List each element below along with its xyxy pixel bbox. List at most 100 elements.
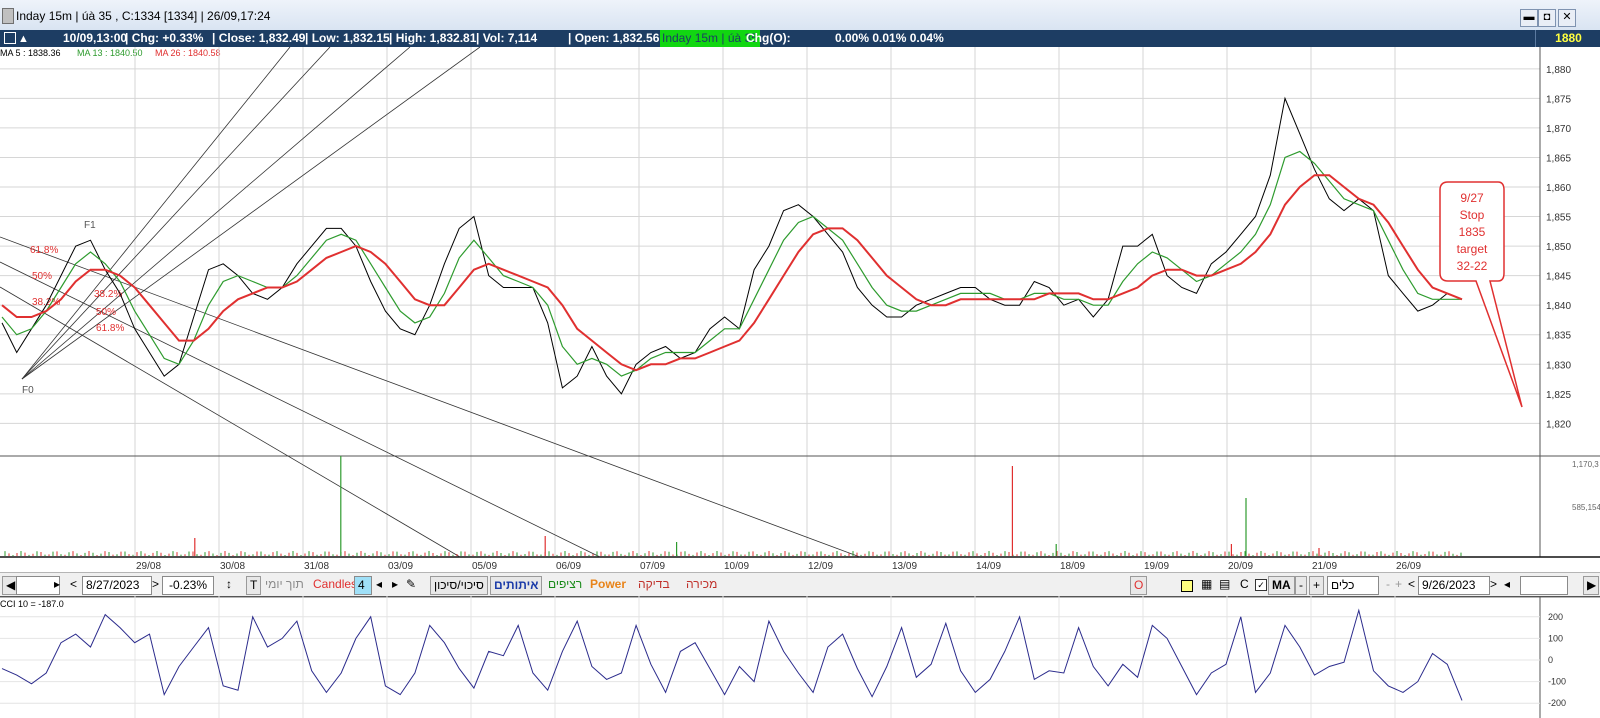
tools-select[interactable]: כלים [1327, 576, 1379, 595]
x-tick-label: 03/09 [388, 561, 413, 572]
quote-info-bar: ▲ 10/09,13:00 | Chg: +0.33% | Close: 1,8… [0, 30, 1600, 47]
y-tick-label: 1,875 [1546, 94, 1571, 105]
y-tick-label: 1,825 [1546, 390, 1571, 401]
scroll-left-icon[interactable]: ◀ [2, 576, 18, 595]
intraday-label[interactable]: תוך יומי [265, 577, 304, 591]
note-line-1: 9/27 [1460, 191, 1484, 205]
info-chg: | Chg: +0.33% [125, 31, 204, 45]
callout-shape [1439, 181, 1523, 408]
last-price: 1880 [1535, 30, 1600, 47]
cci-chart[interactable]: 200 100 0 -100 -200 [0, 596, 1600, 718]
close-button[interactable]: ✕ [1558, 9, 1576, 27]
fib-label: F1 [84, 220, 96, 231]
o-button[interactable]: O [1130, 576, 1148, 595]
signals-button[interactable]: איתותים [490, 576, 543, 595]
note-line-3: 1835 [1459, 225, 1486, 239]
end-date-field[interactable]: 9/26/2023 [1418, 576, 1490, 595]
window-title: Inday 15m | úà 35 , C:1334 [1334] | 26/0… [16, 9, 271, 23]
warning-icon[interactable]: ▲ [18, 33, 29, 45]
end-next-icon[interactable]: > [1490, 577, 1498, 591]
grid-icon[interactable]: ▦ [1201, 577, 1213, 591]
series-line-ma13 [1, 150, 1462, 377]
note-line-4: target [1457, 242, 1488, 256]
fan-line [21, 47, 331, 380]
fib-label: 61.8% [96, 323, 124, 334]
fan-line [21, 47, 291, 380]
minimize-button[interactable]: ▬ [1520, 9, 1538, 27]
channel-line [0, 286, 461, 558]
y-tick-label: 1,820 [1546, 419, 1571, 430]
x-tick-label: 20/09 [1228, 561, 1253, 572]
c-button[interactable]: C [1240, 577, 1249, 591]
y-tick-label: 1,830 [1546, 360, 1571, 371]
pct-field[interactable]: -0.23% [162, 576, 214, 595]
end-scroll-box[interactable] [1520, 576, 1568, 595]
ma-button[interactable]: MA [1268, 576, 1295, 595]
fib-label: 61.8% [30, 245, 58, 256]
zoom-out-button[interactable]: - [1295, 576, 1307, 595]
fan-line [21, 47, 481, 380]
info-chgo: Chg(O): [746, 31, 791, 45]
zoom-out-grey-icon[interactable]: - [1386, 577, 1390, 591]
fibonacci-fan [0, 47, 861, 558]
risk-reward-button[interactable]: סיכוי/סיכון [430, 576, 488, 595]
end-prev-icon[interactable]: < [1408, 577, 1416, 591]
x-tick-label: 12/09 [808, 561, 833, 572]
x-tick-label: 31/08 [304, 561, 329, 572]
prev-date-icon[interactable]: < [70, 577, 78, 591]
streaks-button[interactable]: רציפים [548, 577, 583, 591]
zoom-in-grey-icon[interactable]: + [1395, 577, 1403, 591]
info-low: | Low: 1,832.15 [305, 31, 390, 45]
fib-label: 38.2% [32, 297, 60, 308]
symbol-badge: Inday 15m | úà 35 [660, 30, 760, 47]
x-tick-label: 13/09 [892, 561, 917, 572]
y-tick-label: 1,845 [1546, 272, 1571, 283]
x-tick-label: 18/09 [1060, 561, 1085, 572]
x-tick-label: 14/09 [976, 561, 1001, 572]
x-tick-label: 21/09 [1312, 561, 1337, 572]
x-tick-label: 30/08 [220, 561, 245, 572]
cci-tick-label: -200 [1548, 698, 1566, 708]
price-chart[interactable]: 1,880 1,875 1,870 1,865 1,860 1,855 1,850 1,845… [0, 47, 1600, 572]
fan-line [21, 47, 411, 380]
check-button[interactable]: בדיקה [638, 577, 670, 591]
fib-label: F0 [22, 385, 34, 396]
cci-tick-label: 100 [1548, 633, 1563, 643]
candles-count[interactable]: 4 [354, 576, 372, 595]
restore-button[interactable]: ◘ [1538, 9, 1556, 27]
next-date-icon[interactable]: > [152, 577, 160, 591]
y-tick-label: 1,855 [1546, 213, 1571, 224]
fib-label: 50% [32, 271, 52, 282]
chart-settings-icon[interactable] [4, 32, 16, 44]
info-vol: | Vol: 7,114 [476, 31, 538, 45]
candles-up-icon[interactable]: ▸ [392, 577, 399, 591]
zoom-in-button[interactable]: + [1309, 576, 1325, 595]
scroll-box[interactable] [16, 576, 60, 595]
series-line-ma5 [1, 96, 1463, 395]
x-tick-label: 19/09 [1144, 561, 1169, 572]
info-date: 10/09,13:00 [63, 31, 128, 45]
resize-vertical-icon[interactable]: ↕ [226, 577, 232, 591]
y-tick-label: 1,850 [1546, 242, 1571, 253]
candles-down-icon[interactable]: ◂ [376, 577, 383, 591]
annotation-callout: 9/27 Stop 1835 target 32-22 [1439, 181, 1523, 408]
y-tick-label: 1,835 [1546, 331, 1571, 342]
cci-tick-label: -100 [1548, 677, 1566, 687]
power-button[interactable]: Power [590, 577, 627, 591]
scroll-right-icon[interactable]: ▶ [1583, 576, 1599, 595]
legend-ma13: MA 13 : 1840.50 [77, 48, 143, 58]
color-square-icon[interactable] [1181, 580, 1193, 592]
table-icon[interactable]: ▤ [1219, 577, 1231, 591]
x-tick-label: 26/09 [1396, 561, 1421, 572]
eraser-icon[interactable]: ✎ [406, 577, 417, 591]
x-tick-label: 05/09 [472, 561, 497, 572]
series-line-ma26 [1, 174, 1463, 372]
candles-label[interactable]: Candles [313, 577, 358, 591]
fib-label: 50% [96, 307, 116, 318]
arrow-left-icon[interactable]: ◂ [1504, 577, 1511, 591]
sell-button[interactable]: מכירה [686, 577, 718, 591]
start-date-field[interactable]: 8/27/2023 [82, 576, 152, 595]
ma-checkbox[interactable]: ✓ [1255, 579, 1267, 591]
t-button[interactable]: T [246, 576, 262, 595]
arrow-right-icon[interactable]: ▸ [54, 577, 61, 591]
